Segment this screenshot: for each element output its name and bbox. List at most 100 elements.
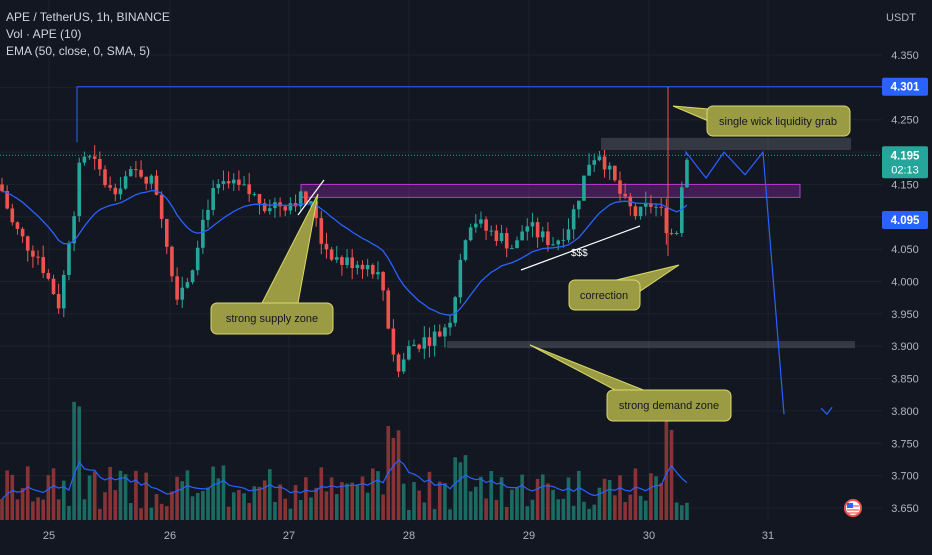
volume-bar — [355, 484, 360, 520]
callout-wick: single wick liquidity grab — [672, 105, 851, 137]
projection-path — [685, 150, 785, 415]
candle-body — [103, 169, 107, 186]
candle-body — [453, 297, 457, 323]
candle-body — [201, 219, 205, 248]
candle-body — [159, 194, 164, 219]
volume-bar — [72, 401, 76, 520]
callout-supply-text: strong supply zone — [226, 313, 318, 325]
callout-correction: correction — [568, 264, 680, 311]
projection-arrowhead — [820, 406, 833, 416]
time-axis-ticks[interactable]: 25 26 27 28 29 30 31 — [43, 530, 774, 542]
volume-bar — [602, 478, 607, 520]
candle-body — [417, 344, 421, 349]
callout-wick-text: single wick liquidity grab — [719, 116, 837, 128]
volume-bar — [314, 487, 318, 520]
candle-body — [15, 222, 20, 229]
candle-body — [67, 243, 71, 275]
volume-bar — [582, 501, 586, 520]
time-tick-label: 27 — [283, 530, 295, 542]
callout-demand-text: strong demand zone — [619, 400, 719, 412]
volume-bar — [669, 429, 674, 520]
candle-body — [108, 185, 112, 188]
candle-body — [623, 193, 627, 197]
price-tick-label: 4.050 — [891, 244, 919, 256]
volume-bar — [46, 475, 51, 520]
candle-body — [659, 206, 663, 208]
volume-bar — [221, 465, 226, 520]
volume-bar — [340, 482, 344, 520]
volume-bar — [556, 499, 560, 520]
callout-supply: strong supply zone — [210, 193, 334, 335]
volume-bar — [613, 495, 617, 520]
ema-indicator-label[interactable]: EMA (50, close, 0, SMA, 5) — [6, 44, 151, 58]
volume-bar — [128, 503, 133, 520]
candle-body — [494, 230, 499, 242]
candle-body — [458, 259, 463, 298]
candle-body — [123, 176, 128, 189]
volume-bar — [381, 494, 385, 520]
volume-bar — [20, 488, 25, 520]
candle-body — [190, 270, 195, 283]
candle-body — [365, 264, 370, 270]
candle-body — [41, 257, 45, 273]
price-tick-label: 4.150 — [891, 179, 919, 191]
volume-bar — [623, 502, 627, 520]
volume-bar — [257, 486, 262, 520]
volume-bar — [123, 474, 128, 520]
volume-bar — [82, 499, 87, 520]
volume-bar — [607, 480, 612, 520]
candle-body — [504, 233, 509, 249]
candle-body — [51, 278, 56, 295]
price-tick-label: 4.000 — [891, 277, 919, 289]
volume-indicator-label[interactable]: Vol · APE (10) — [6, 27, 82, 41]
volume-bar — [484, 498, 488, 520]
candle-body — [391, 328, 396, 355]
candle-body — [298, 191, 303, 207]
high-price-label: 4.301 — [882, 77, 928, 96]
volume-bar — [293, 485, 298, 520]
volume-bar — [25, 466, 30, 520]
candle-body — [664, 207, 669, 234]
candle-body — [72, 216, 76, 244]
volume-bar — [396, 430, 401, 520]
liquidity-label: $$$ — [571, 248, 588, 259]
candle-body — [139, 169, 143, 177]
volume-bar — [417, 490, 421, 520]
volume-bar — [206, 487, 210, 520]
candle-body — [633, 206, 638, 217]
candle-body — [582, 175, 586, 201]
volume-bar — [407, 509, 411, 520]
candle-body — [262, 203, 267, 212]
volume-bar — [108, 466, 112, 520]
volume-bar — [170, 491, 174, 520]
volume-bar — [654, 476, 658, 520]
ema-price-value: 4.095 — [891, 215, 920, 227]
candle-body — [566, 229, 571, 240]
volume-bar — [515, 487, 519, 520]
symbol-title[interactable]: APE / TetherUS, 1h, BINANCE — [6, 10, 170, 24]
volume-bar — [180, 481, 185, 520]
price-tick-label: 4.350 — [891, 50, 919, 62]
volume-bar — [262, 480, 267, 520]
candle-body — [618, 180, 622, 194]
candle-body — [36, 256, 40, 258]
candle-body — [401, 359, 406, 372]
candle-body — [561, 239, 566, 241]
candle-body — [175, 276, 179, 300]
volume-bar — [185, 470, 190, 520]
volume-bar — [566, 477, 571, 520]
us-flag-icon[interactable] — [844, 499, 862, 517]
volume-bar — [525, 506, 530, 520]
volume-bar — [298, 499, 303, 520]
candle-body — [118, 188, 123, 195]
time-tick-label: 25 — [43, 530, 55, 542]
candle-body — [422, 337, 427, 349]
liquidity-grab-zone — [601, 137, 851, 151]
time-tick-label: 29 — [523, 530, 535, 542]
price-axis-ticks[interactable]: 4.3504.3004.2504.2004.1504.1004.0504.000… — [891, 50, 919, 515]
candle-body — [360, 264, 365, 270]
volume-bar — [643, 500, 648, 520]
price-tick-label: 3.900 — [891, 341, 919, 353]
